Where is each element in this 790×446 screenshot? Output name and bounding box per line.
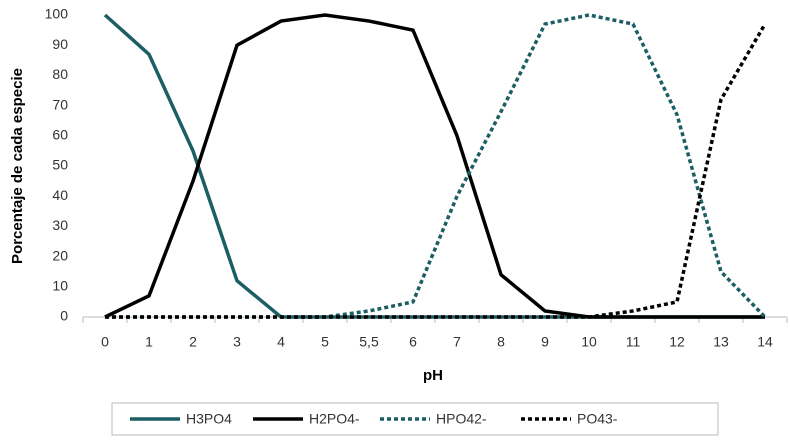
y-tick-label: 50 — [52, 157, 68, 173]
x-tick-label: 5,5 — [359, 334, 379, 350]
x-axis-title: pH — [423, 367, 443, 384]
y-tick-label: 40 — [52, 187, 68, 203]
y-tick-label: 80 — [52, 66, 68, 82]
x-tick-label: 5 — [321, 334, 329, 350]
y-tick-label: 0 — [60, 308, 68, 324]
x-tick-label: 14 — [757, 334, 773, 350]
legend-box — [111, 402, 719, 436]
y-axis-title: Porcentaje de cada especie — [9, 68, 26, 264]
legend-label: H2PO4- — [309, 411, 360, 427]
y-tick-label: 70 — [52, 96, 68, 112]
x-tick-label: 2 — [189, 334, 197, 350]
series-line — [103, 13, 765, 319]
series-line — [105, 23, 767, 319]
legend-label: HPO42- — [436, 411, 487, 427]
legend-label: PO43- — [577, 411, 618, 427]
x-tick-label: 9 — [541, 334, 549, 350]
y-tick-label: 60 — [52, 127, 68, 143]
x-tick-label: 6 — [409, 334, 417, 350]
series-line — [104, 13, 765, 319]
y-tick-label: 100 — [45, 6, 69, 22]
x-tick-label: 10 — [581, 334, 597, 350]
x-tick-label: 3 — [233, 334, 241, 350]
x-tick-label: 0 — [101, 334, 109, 350]
y-tick-label: 10 — [52, 278, 68, 294]
y-tick-label: 90 — [52, 36, 68, 52]
x-tick-label: 13 — [713, 334, 729, 350]
x-tick-label: 12 — [669, 334, 685, 350]
x-tick-label: 8 — [497, 334, 505, 350]
x-tick-label: 1 — [145, 334, 153, 350]
x-tick-label: 7 — [453, 334, 461, 350]
legend-label: H3PO4 — [186, 411, 232, 427]
series-line — [105, 13, 767, 319]
y-tick-label: 20 — [52, 247, 68, 263]
x-tick-label: 4 — [277, 334, 285, 350]
y-tick-label: 30 — [52, 217, 68, 233]
x-tick-label: 11 — [626, 334, 641, 350]
